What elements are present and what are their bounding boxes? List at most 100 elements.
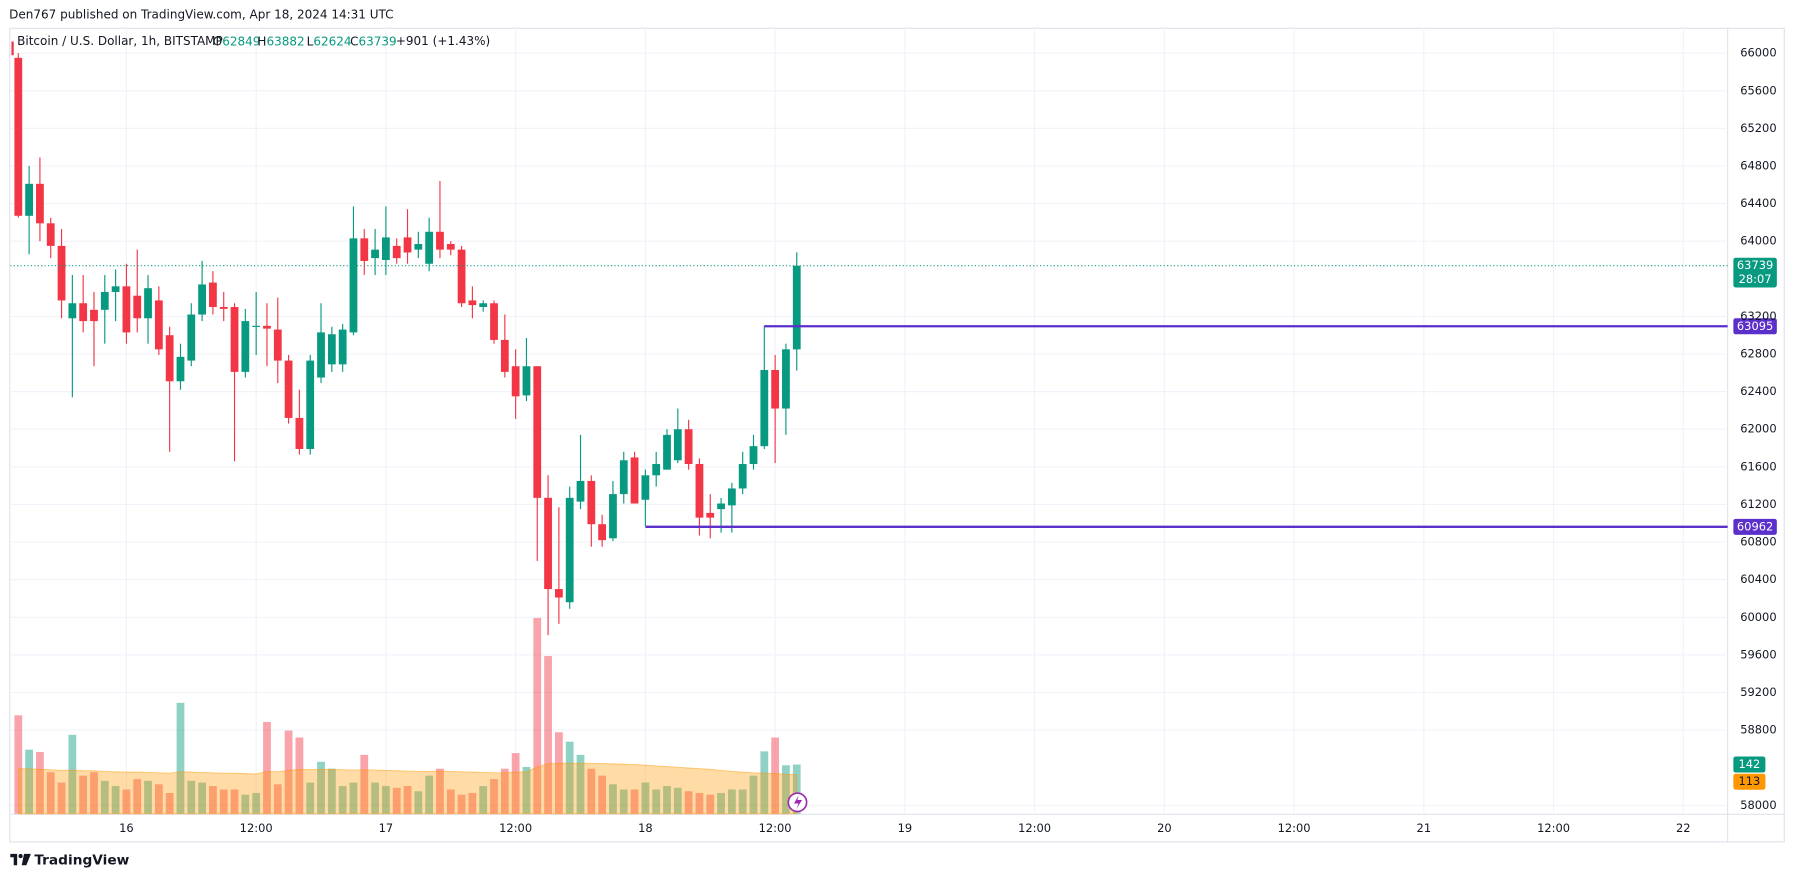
y-tick-label: 59200 xyxy=(1740,685,1776,699)
y-tick-label: 62000 xyxy=(1740,422,1776,436)
volume-bar xyxy=(425,775,434,814)
volume-bar xyxy=(738,789,747,814)
candle-body xyxy=(414,244,423,250)
volume-bar xyxy=(598,775,607,814)
x-tick-label: 12:00 xyxy=(240,821,273,835)
candle-body xyxy=(306,360,315,449)
level-label-box xyxy=(1733,518,1777,535)
candle-body xyxy=(284,360,293,418)
volume-bar xyxy=(317,761,325,814)
grid xyxy=(10,27,1728,814)
volume-bar xyxy=(587,768,596,814)
volume-bar xyxy=(349,782,358,814)
candle-body xyxy=(695,464,704,518)
candle-body xyxy=(738,464,747,489)
volume-bar xyxy=(490,779,498,814)
logo-part xyxy=(10,853,18,866)
candle-body xyxy=(187,314,196,361)
volume-bar xyxy=(706,794,715,814)
volume-bar xyxy=(241,794,250,814)
volume-bar xyxy=(122,789,131,814)
ohlc-field-value: 63739 xyxy=(358,34,396,48)
volume-bar xyxy=(436,768,444,814)
volume-pane xyxy=(14,617,801,815)
y-tick-label: 64000 xyxy=(1740,234,1776,248)
candle-body xyxy=(717,503,725,510)
y-tick-label: 62400 xyxy=(1740,384,1776,398)
candle-body xyxy=(684,429,693,465)
candle-body xyxy=(587,480,596,525)
volume-bar xyxy=(198,782,206,814)
candle-body xyxy=(403,237,412,253)
y-tick-label: 63200 xyxy=(1740,309,1776,323)
volume-bar xyxy=(554,732,563,814)
candle-body xyxy=(663,434,671,470)
candle-body xyxy=(111,286,120,292)
candle-body xyxy=(154,300,163,350)
y-tick-label: 61600 xyxy=(1740,459,1776,473)
level-label-box xyxy=(1733,318,1777,335)
volume-bar xyxy=(209,786,217,814)
y-tick-label: 59600 xyxy=(1740,647,1776,661)
volume-bar xyxy=(641,782,650,814)
ohlc-field-label: L xyxy=(307,34,314,48)
x-tick-label: 19 xyxy=(898,821,913,835)
level-label: 60962 xyxy=(1737,519,1773,533)
volume-bar xyxy=(360,754,369,814)
y-tick-label: 58000 xyxy=(1740,798,1776,812)
candle-body xyxy=(457,249,466,304)
candle-body xyxy=(122,286,131,333)
candle-body xyxy=(241,321,250,372)
event-icon-bolt xyxy=(794,795,803,810)
volume-bar xyxy=(544,656,552,814)
brand-name: TradingView xyxy=(34,853,129,869)
x-tick-label: 12:00 xyxy=(1537,821,1570,835)
candle-body xyxy=(425,231,434,264)
volume-bar xyxy=(338,786,347,814)
volume-bar xyxy=(522,766,531,814)
candle-body xyxy=(490,303,498,340)
volume-bar xyxy=(468,792,477,814)
candle-body xyxy=(706,512,715,518)
volume-label-box xyxy=(1733,756,1766,773)
volume-bar xyxy=(382,786,390,814)
candle-body xyxy=(14,57,23,216)
symbol-marker xyxy=(11,41,14,56)
volume-bar xyxy=(111,786,120,814)
volume-ma-label: 113 xyxy=(1738,774,1760,788)
volume-bar xyxy=(144,780,152,814)
ohlc-field-label: O xyxy=(213,34,222,48)
volume-bar xyxy=(727,789,736,814)
candle-body xyxy=(609,494,617,539)
x-tick-label: 22 xyxy=(1676,821,1691,835)
candle-body xyxy=(219,307,228,309)
candle-body xyxy=(782,349,790,409)
x-tick-label: 16 xyxy=(119,821,134,835)
candle-body xyxy=(371,249,379,259)
x-tick-label: 12:00 xyxy=(1018,821,1051,835)
y-tick-label: 60400 xyxy=(1740,572,1776,586)
y-tick-label: 62800 xyxy=(1740,347,1776,361)
candle-body xyxy=(673,429,682,461)
candle-body xyxy=(176,356,185,382)
candle-body xyxy=(79,303,88,322)
volume-bar xyxy=(565,741,574,814)
volume-bar xyxy=(327,768,336,814)
candle-body xyxy=(598,524,607,541)
y-tick-label: 61200 xyxy=(1740,497,1776,511)
y-tick-label: 60800 xyxy=(1740,535,1776,549)
ohlc-field-value: 62849 xyxy=(222,34,260,48)
candle-body xyxy=(295,417,304,449)
ohlc-field-value: 63882 xyxy=(266,34,304,48)
candle-body xyxy=(511,366,520,397)
volume-bar xyxy=(25,749,34,814)
volume-bar xyxy=(717,792,725,814)
candle-body xyxy=(263,325,271,329)
candle-body xyxy=(338,329,347,365)
candle-body xyxy=(209,282,217,308)
candle-body xyxy=(630,457,639,504)
y-tick-label: 64400 xyxy=(1740,196,1776,210)
y-tick-label: 58800 xyxy=(1740,723,1776,737)
volume-bar xyxy=(284,730,293,814)
